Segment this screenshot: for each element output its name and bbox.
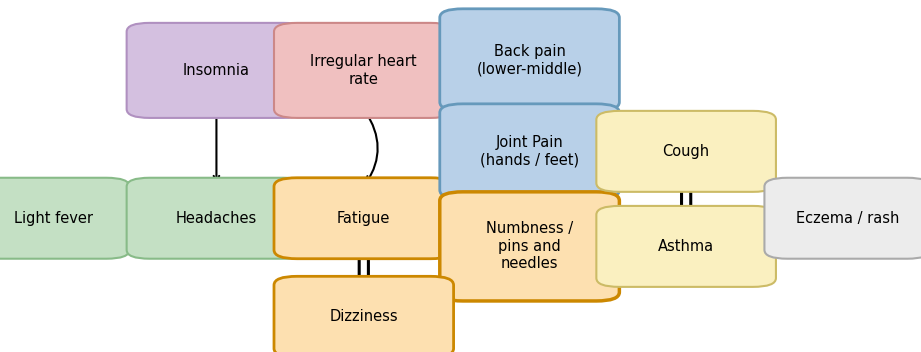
FancyBboxPatch shape (439, 104, 619, 199)
Text: Irregular heart
rate: Irregular heart rate (310, 54, 417, 87)
Text: Dizziness: Dizziness (330, 309, 398, 324)
FancyBboxPatch shape (274, 276, 453, 352)
Text: Cough: Cough (662, 144, 710, 159)
FancyBboxPatch shape (597, 206, 775, 287)
Text: Eczema / rash: Eczema / rash (796, 211, 899, 226)
Text: Back pain
(lower-middle): Back pain (lower-middle) (476, 44, 583, 76)
Text: Numbness /
pins and
needles: Numbness / pins and needles (486, 221, 573, 271)
FancyBboxPatch shape (439, 192, 619, 301)
FancyBboxPatch shape (0, 178, 129, 259)
FancyBboxPatch shape (439, 9, 619, 111)
Text: Fatigue: Fatigue (337, 211, 391, 226)
FancyBboxPatch shape (597, 111, 775, 192)
FancyBboxPatch shape (274, 23, 453, 118)
FancyBboxPatch shape (126, 178, 306, 259)
FancyBboxPatch shape (274, 178, 453, 259)
Text: Insomnia: Insomnia (183, 63, 250, 78)
FancyBboxPatch shape (126, 23, 306, 118)
Text: Joint Pain
(hands / feet): Joint Pain (hands / feet) (480, 135, 579, 168)
Text: Asthma: Asthma (659, 239, 714, 254)
Text: Light fever: Light fever (14, 211, 93, 226)
Text: Headaches: Headaches (176, 211, 257, 226)
FancyBboxPatch shape (764, 178, 921, 259)
